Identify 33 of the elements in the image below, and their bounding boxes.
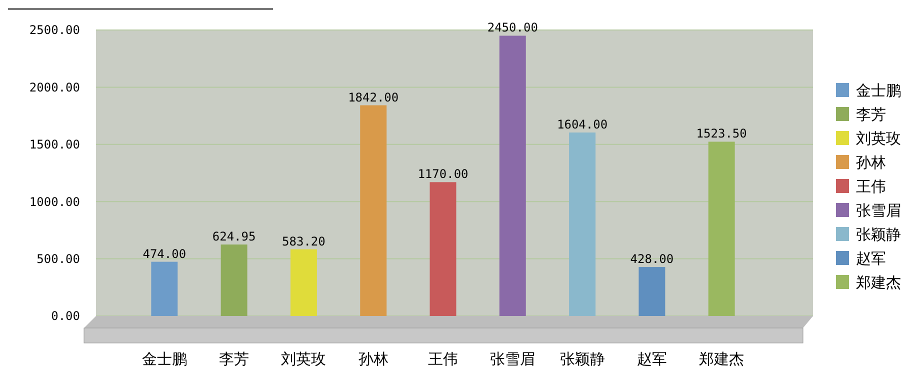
data-label: 1523.50 bbox=[696, 126, 747, 141]
x-tick-label: 郑建杰 bbox=[699, 350, 744, 368]
legend-label: 张雪眉 bbox=[856, 201, 901, 220]
data-label: 583.20 bbox=[282, 234, 326, 248]
legend-label: 李芳 bbox=[856, 105, 886, 124]
x-tick-label: 孙林 bbox=[358, 350, 388, 368]
y-tick-label: 2500.00 bbox=[29, 23, 80, 38]
y-tick-label: 1000.00 bbox=[29, 194, 80, 209]
legend-label: 赵军 bbox=[856, 249, 886, 268]
y-tick-label: 1500.00 bbox=[29, 138, 80, 152]
legend-label: 郑建杰 bbox=[856, 273, 901, 292]
data-label: 2450.00 bbox=[487, 20, 538, 35]
legend-label: 王伟 bbox=[856, 177, 886, 196]
legend-label: 张颖静 bbox=[856, 225, 901, 244]
y-tick-label: 500.00 bbox=[36, 252, 80, 266]
data-label: 1604.00 bbox=[557, 118, 608, 132]
y-tick-label: 0.00 bbox=[51, 309, 80, 324]
data-label: 474.00 bbox=[142, 246, 186, 261]
x-tick-label: 张雪眉 bbox=[490, 350, 536, 368]
legend-label: 金士鹏 bbox=[856, 81, 901, 100]
legend-label: 刘英玫 bbox=[856, 129, 901, 148]
x-tick-label: 赵军 bbox=[636, 350, 667, 368]
x-tick-label: 金士鹏 bbox=[142, 350, 187, 368]
x-tick-label: 李芳 bbox=[219, 350, 250, 368]
data-label: 1170.00 bbox=[418, 167, 468, 182]
data-label: 624.95 bbox=[212, 230, 256, 244]
y-tick-label: 2000.00 bbox=[29, 80, 80, 94]
legend-label: 孙林 bbox=[856, 153, 886, 172]
x-tick-label: 刘英玫 bbox=[281, 350, 326, 368]
x-tick-label: 王伟 bbox=[428, 350, 458, 368]
data-label: 428.00 bbox=[630, 252, 674, 266]
data-label: 1842.00 bbox=[348, 90, 399, 104]
x-tick-label: 张颖静 bbox=[560, 350, 605, 368]
